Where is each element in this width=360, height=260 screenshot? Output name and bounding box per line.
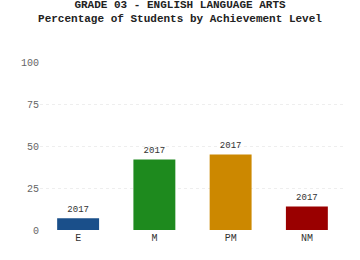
svg-text:NM: NM <box>301 233 313 244</box>
svg-text:E: E <box>75 233 81 244</box>
svg-text:2017: 2017 <box>67 205 89 215</box>
svg-text:GRADE 03 - ENGLISH LANGUAGE AR: GRADE 03 - ENGLISH LANGUAGE ARTSPercenta… <box>38 0 322 25</box>
svg-text:M: M <box>151 233 157 244</box>
svg-text:50: 50 <box>27 142 39 153</box>
svg-text:100: 100 <box>21 58 39 69</box>
svg-text:75: 75 <box>27 100 39 111</box>
svg-text:2017: 2017 <box>220 141 242 151</box>
svg-text:PM: PM <box>225 233 237 244</box>
svg-text:25: 25 <box>27 184 39 195</box>
svg-text:0: 0 <box>33 226 39 237</box>
svg-text:2017: 2017 <box>296 193 318 203</box>
svg-text:2017: 2017 <box>144 146 166 156</box>
